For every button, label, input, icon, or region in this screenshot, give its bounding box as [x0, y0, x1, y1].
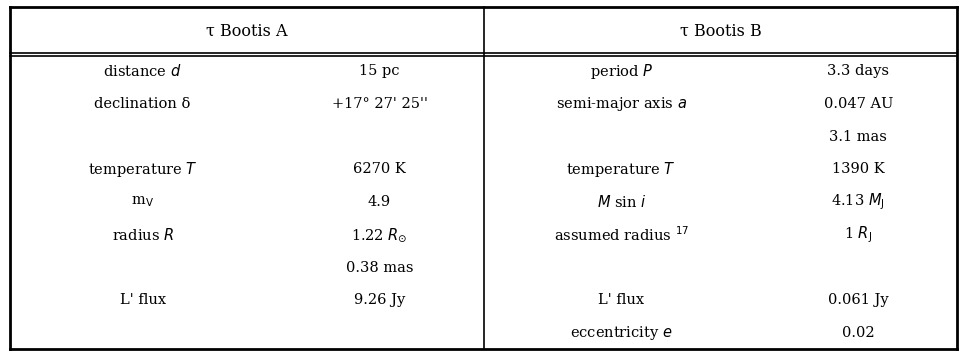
Text: 6270 K: 6270 K	[353, 162, 406, 176]
Text: 1 $R_\mathrm{J}$: 1 $R_\mathrm{J}$	[844, 225, 872, 245]
Text: L' flux: L' flux	[120, 293, 165, 307]
Text: declination δ: declination δ	[95, 97, 190, 111]
Text: distance $d$: distance $d$	[103, 63, 182, 79]
Text: 0.061 Jy: 0.061 Jy	[828, 293, 889, 307]
Text: radius $R$: radius $R$	[111, 227, 174, 243]
Text: m$_\mathrm{V}$: m$_\mathrm{V}$	[132, 195, 154, 209]
Text: L' flux: L' flux	[599, 293, 644, 307]
Text: 9.26 Jy: 9.26 Jy	[354, 293, 405, 307]
Text: +17° 27' 25'': +17° 27' 25''	[332, 97, 427, 111]
Text: 1390 K: 1390 K	[832, 162, 885, 176]
Text: semi-major axis $a$: semi-major axis $a$	[556, 95, 687, 113]
Text: temperature $T$: temperature $T$	[567, 160, 676, 179]
Text: τ Bootis A: τ Bootis A	[206, 22, 287, 40]
Text: assumed radius $^{17}$: assumed radius $^{17}$	[554, 226, 689, 244]
Text: temperature $T$: temperature $T$	[88, 160, 197, 179]
Text: period $P$: period $P$	[590, 61, 653, 80]
Text: 0.047 AU: 0.047 AU	[824, 97, 893, 111]
Text: 3.3 days: 3.3 days	[827, 64, 890, 78]
Text: eccentricity $e$: eccentricity $e$	[570, 324, 673, 342]
Text: 4.13 $M_\mathrm{J}$: 4.13 $M_\mathrm{J}$	[832, 192, 885, 213]
Text: 0.38 mas: 0.38 mas	[346, 261, 413, 275]
Text: 0.02: 0.02	[842, 326, 874, 340]
Text: 1.22 $R_{\odot}$: 1.22 $R_{\odot}$	[351, 226, 408, 244]
Text: 4.9: 4.9	[368, 195, 391, 209]
Text: $M$ sin $i$: $M$ sin $i$	[597, 194, 646, 210]
Text: 15 pc: 15 pc	[360, 64, 399, 78]
Text: 3.1 mas: 3.1 mas	[830, 130, 887, 144]
Text: τ Bootis B: τ Bootis B	[680, 22, 761, 40]
